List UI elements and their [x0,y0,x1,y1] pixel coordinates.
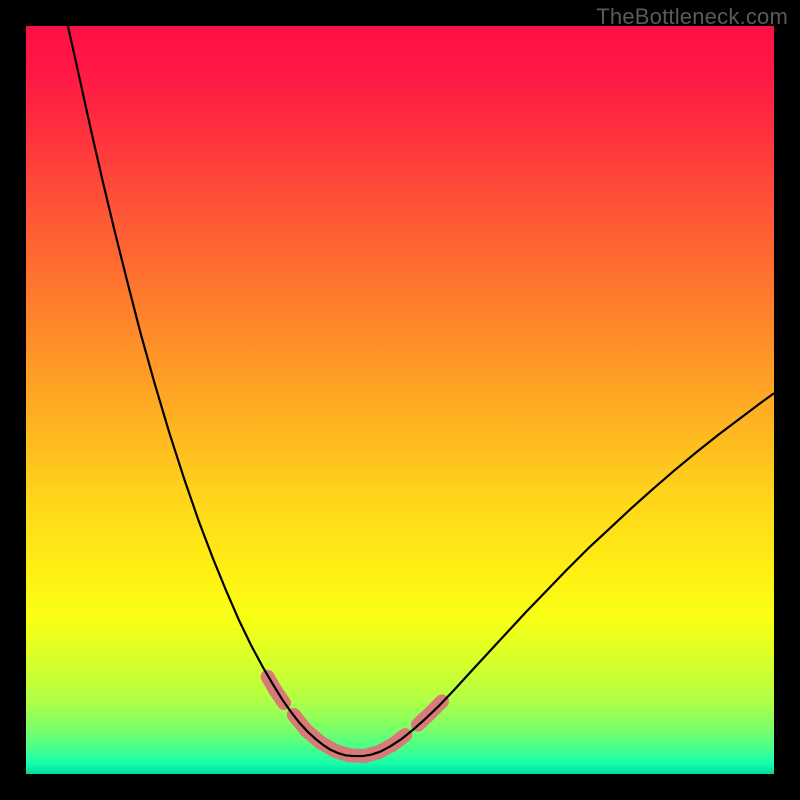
plot-area [26,26,774,774]
chart-svg [26,26,774,774]
chart-root: TheBottleneck.com [0,0,800,800]
gradient-background [26,26,774,774]
watermark-label: TheBottleneck.com [596,4,788,30]
